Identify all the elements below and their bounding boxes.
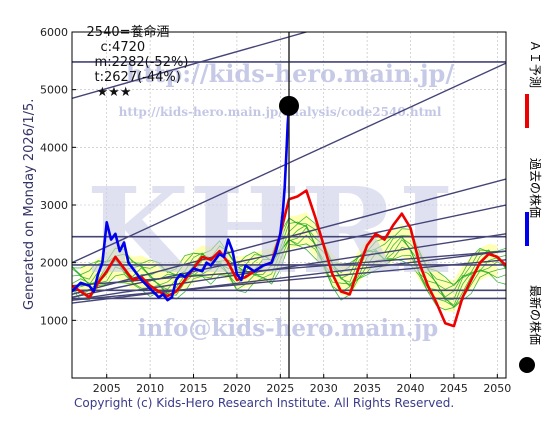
x-tick-label: 2020 bbox=[223, 382, 251, 395]
x-tick-label: 2010 bbox=[136, 382, 164, 395]
watermark-url-main: http://kids-hero.main.jp/ bbox=[126, 59, 454, 88]
y-tick-label: 5000 bbox=[40, 84, 68, 97]
axes: 2005 2010 2015 2020 2025 2030 2035 2040 2045 2050… bbox=[40, 26, 511, 395]
header-target: t:2627(-44%) bbox=[94, 70, 181, 85]
legend-past-label: 過去の株価 bbox=[528, 158, 543, 218]
copyright-footer: Copyright (c) Kids-Hero Research Institu… bbox=[74, 396, 455, 410]
y-tick-label: 6000 bbox=[40, 26, 68, 39]
generated-note: Generated on Monday 2026/1/5. bbox=[22, 98, 37, 310]
y-tick-label: 4000 bbox=[40, 141, 68, 154]
current-price-marker bbox=[279, 95, 299, 116]
trend-line bbox=[72, 32, 307, 99]
watermark-url-analysis: http://kids-hero.main.jp/analysis/code25… bbox=[119, 105, 442, 119]
x-tick-label: 2025 bbox=[266, 382, 294, 395]
legend-latest-label: 最新の株価 bbox=[528, 285, 543, 345]
legend-ai-label: ＡＩ予測 bbox=[528, 40, 542, 88]
legend-ai: ＡＩ予測 bbox=[525, 40, 542, 128]
x-tick-label: 2040 bbox=[397, 382, 425, 395]
watermark-layer: KHRI http://kids-hero.main.jp/ http://ki… bbox=[86, 59, 454, 342]
x-tick-label: 2015 bbox=[180, 382, 208, 395]
x-tick-label: 2035 bbox=[353, 382, 381, 395]
legend-past: 過去の株価 bbox=[525, 158, 543, 246]
y-tick-label: 2000 bbox=[40, 257, 68, 270]
y-tick-label: 3000 bbox=[40, 199, 68, 212]
x-tick-label: 2005 bbox=[93, 382, 121, 395]
watermark-email: info@kids-hero.main.jp bbox=[138, 315, 438, 342]
x-tick-label: 2045 bbox=[440, 382, 468, 395]
legend-latest-swatch bbox=[519, 357, 535, 373]
watermark-khri: KHRI bbox=[86, 161, 453, 300]
header-code-name: 2540=養命酒 bbox=[86, 25, 170, 40]
y-tick-label: 1000 bbox=[40, 314, 68, 327]
header-current: c:4720 bbox=[100, 40, 146, 55]
header-max: m:2282(-52%) bbox=[94, 55, 189, 70]
past-price-line bbox=[72, 105, 291, 302]
chart-header: 2540=養命酒 c:4720 m:2282(-52%) t:2627(-44%… bbox=[70, 6, 510, 115]
x-tick-label: 2030 bbox=[310, 382, 338, 395]
current-price-dot bbox=[279, 95, 299, 116]
x-tick-label: 2050 bbox=[483, 382, 511, 395]
header-stars: ★★★ bbox=[96, 85, 132, 100]
legend-latest: 最新の株価 bbox=[519, 285, 543, 373]
